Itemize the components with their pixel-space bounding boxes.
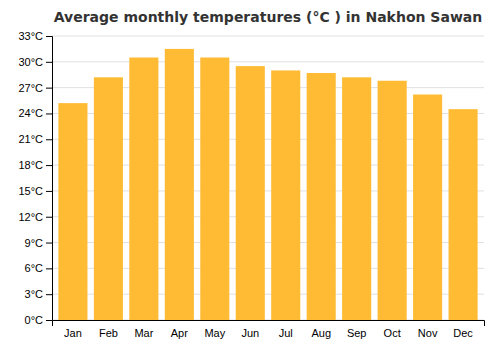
tick: Jan [64,327,82,339]
tick-label: 18°C [18,159,43,171]
tick: 12°C [18,211,52,223]
bar [129,58,158,320]
tick: 18°C [18,159,52,171]
tick: 15°C [18,185,52,197]
tick-mark [46,62,52,63]
tick: 24°C [18,107,52,119]
tick: Dec [453,327,473,339]
tick-label: Oct [384,327,401,339]
tick-mark [46,88,52,89]
bar [94,77,123,320]
chart: 0°C 3°C 6°C 9°C 12°C 15°C 18°C 21°C 24°C 27°C 30°C… [0,0,500,350]
tick-mark [46,36,52,37]
tick: 3°C [25,288,52,300]
tick-label: 6°C [25,262,44,274]
bar [307,73,336,320]
grid-line [52,61,484,62]
tick-label: Sep [347,327,367,339]
tick-label: Nov [418,327,438,339]
tick-mark [46,320,52,321]
bar [449,109,478,320]
tick-label: Jan [64,327,82,339]
y-axis: 0°C 3°C 6°C 9°C 12°C 15°C 18°C 21°C 24°C 27°C 30°C… [18,30,52,326]
tick-mark [46,113,52,114]
bars [58,49,477,320]
tick: Feb [99,327,118,339]
tick: Jun [241,327,259,339]
tick: 21°C [18,133,52,145]
bar [58,103,87,320]
bar [342,77,371,320]
tick-label: 12°C [18,211,43,223]
tick-label: 24°C [18,107,43,119]
bar [200,58,229,320]
grid-line [52,36,484,37]
tick-mark [46,217,52,218]
tick: Jul [279,327,293,339]
tick-label: 0°C [25,314,44,326]
tick-label: 15°C [18,185,43,197]
tick-label: 9°C [25,237,44,249]
tick-mark [46,294,52,295]
tick-label: 3°C [25,288,44,300]
tick-mark [46,191,52,192]
bar [236,66,265,320]
tick: Oct [384,327,401,339]
tick-label: 30°C [18,56,43,68]
plot: 0°C 3°C 6°C 9°C 12°C 15°C 18°C 21°C 24°C 27°C 30°C… [18,30,484,339]
tick-label: Aug [311,327,331,339]
tick-label: Jun [241,327,259,339]
tick-label: Apr [171,327,188,339]
tick: May [204,327,225,339]
x-axis: Jan Feb Mar Apr May Jun Jul Aug Sep Oct Nov Dec [53,321,485,339]
tick-label: Jul [279,327,293,339]
bar [271,70,300,320]
tick-mark [46,139,52,140]
tick: Nov [418,327,438,339]
tick-label: May [204,327,225,339]
tick-label: 33°C [18,30,43,42]
tick-mark [46,268,52,269]
tick-label: Mar [134,327,153,339]
tick: 30°C [18,56,52,68]
tick: 33°C [18,30,52,42]
tick-mark [46,165,52,166]
tick-mark [46,243,52,244]
bar [413,95,442,320]
tick-label: 21°C [18,133,43,145]
tick: 27°C [18,82,52,94]
tick: 0°C [25,314,52,326]
tick-label: 27°C [18,82,43,94]
bar [378,81,407,320]
tick: Sep [347,327,367,339]
tick: Mar [134,327,153,339]
tick: Apr [171,327,188,339]
tick: 6°C [25,262,52,274]
tick-label: Feb [99,327,118,339]
title: Average monthly temperatures (°C ) in Na… [54,9,482,25]
tick: 9°C [25,237,52,249]
axis-line [53,321,485,327]
grid [52,36,484,320]
axis-line [46,37,53,321]
tick-label: Dec [453,327,473,339]
tick: Aug [311,327,331,339]
bar [165,49,194,320]
